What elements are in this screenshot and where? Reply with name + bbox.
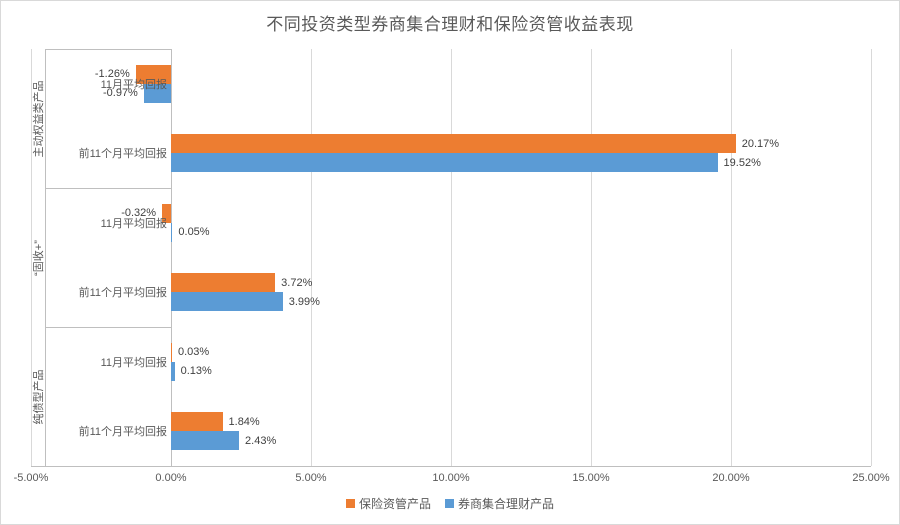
- category-label: 11月平均回报: [100, 78, 167, 91]
- category-label: 前11个月平均回报: [78, 148, 167, 161]
- gridline-15: [591, 49, 592, 466]
- category-label: 11月平均回报: [100, 217, 167, 230]
- legend-label-insurance: 保险资管产品: [358, 497, 431, 511]
- x-tick-label-3: 10.00%: [432, 472, 470, 484]
- bar-券商集合理财产品-0-1: [171, 153, 718, 173]
- x-tick-label-6: 25.00%: [852, 472, 890, 484]
- legend-label-broker: 券商集合理财产品: [458, 497, 555, 511]
- data-label: 3.72%: [281, 276, 313, 289]
- legend-swatch-0: [345, 499, 355, 508]
- data-label: 20.17%: [741, 137, 780, 150]
- gridline-5: [311, 49, 312, 466]
- legend-swatch-1: [445, 499, 454, 508]
- category-label: 前11个月平均回报: [78, 426, 167, 439]
- x-tick-label-2: 5.00%: [295, 472, 327, 484]
- group-label-0: 主动权益类产品: [33, 80, 45, 157]
- data-label: 2.43%: [245, 434, 277, 447]
- label-area-border: [45, 49, 46, 466]
- data-label: 1.84%: [228, 415, 260, 428]
- x-tick-label-1: 0.00%: [155, 472, 187, 484]
- legend: 保险资管产品 券商集合理财产品: [1, 495, 899, 512]
- bar-保险资管产品-0-0: [135, 64, 171, 84]
- category-axis-line: [171, 49, 172, 466]
- value-axis-line: [31, 466, 871, 467]
- bar-保险资管产品-0-1: [171, 134, 736, 154]
- x-tick-label-5: 20.00%: [712, 472, 750, 484]
- bar-保险资管产品-2-0: [171, 342, 172, 362]
- data-label: 19.52%: [723, 156, 761, 169]
- data-label: -1.26%: [94, 68, 130, 81]
- data-label: 3.99%: [288, 295, 320, 308]
- data-label: -0.97%: [102, 87, 138, 100]
- bar-券商集合理财产品-2-0: [171, 361, 175, 381]
- data-label: 0.13%: [180, 365, 212, 378]
- category-label: 前11个月平均回报: [78, 287, 167, 300]
- bar-保险资管产品-2-1: [171, 412, 223, 432]
- gridline-25: [871, 49, 872, 466]
- x-tick-label-0: -5.00%: [13, 472, 49, 484]
- chart-title: 不同投资类型券商集合理财和保险资管收益表现: [266, 15, 634, 34]
- bar-保险资管产品-1-0: [162, 203, 171, 223]
- data-label: -0.32%: [121, 207, 157, 220]
- group-label-2: 纯债型产品: [33, 369, 45, 424]
- group-separator-1: [45, 188, 171, 189]
- gridline--5: [31, 49, 32, 466]
- group-separator-0: [45, 49, 171, 50]
- bar-券商集合理财产品-1-0: [171, 222, 173, 242]
- bar-券商集合理财产品-2-1: [171, 431, 240, 451]
- gridline-10: [451, 49, 452, 466]
- data-label: 0.05%: [178, 226, 210, 239]
- bar-保险资管产品-1-1: [171, 273, 276, 293]
- group-label-1: “固收+”: [33, 239, 45, 276]
- x-tick-label-4: 15.00%: [572, 472, 610, 484]
- group-separator-2: [45, 327, 171, 328]
- bar-券商集合理财产品-0-0: [143, 83, 171, 103]
- legend-item-insurance: 保险资管产品: [345, 495, 431, 512]
- category-label: 11月平均回报: [100, 356, 167, 369]
- legend-item-broker: 券商集合理财产品: [445, 495, 554, 512]
- data-label: 0.03%: [178, 346, 210, 359]
- gridline-20: [731, 49, 732, 466]
- bar-券商集合理财产品-1-1: [171, 292, 283, 312]
